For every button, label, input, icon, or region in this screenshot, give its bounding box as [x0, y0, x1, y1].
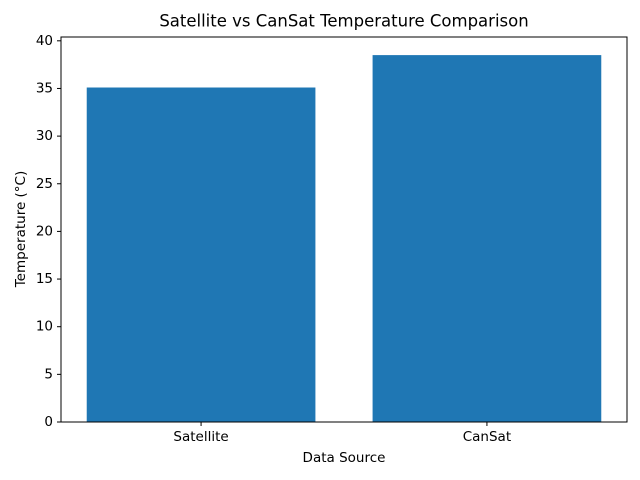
y-tick-label: 30	[36, 128, 53, 144]
y-tick-label: 35	[36, 80, 53, 96]
bar	[86, 87, 316, 423]
y-tick-label: 25	[36, 176, 53, 192]
y-axis-label: Temperature (°C)	[13, 171, 29, 289]
chart-title: Satellite vs CanSat Temperature Comparis…	[159, 12, 528, 31]
y-tick-label: 40	[36, 33, 53, 49]
bar	[372, 55, 602, 422]
y-tick-label: 5	[44, 366, 53, 382]
y-tick-label: 10	[36, 319, 53, 335]
x-tick-label: Satellite	[173, 429, 228, 445]
x-axis-label: Data Source	[303, 450, 386, 466]
x-tick-label: CanSat	[463, 429, 511, 445]
y-tick-label: 0	[44, 414, 53, 430]
y-tick-label: 20	[36, 223, 53, 239]
y-tick-label: 15	[36, 271, 53, 287]
plot-frame	[60, 36, 628, 423]
